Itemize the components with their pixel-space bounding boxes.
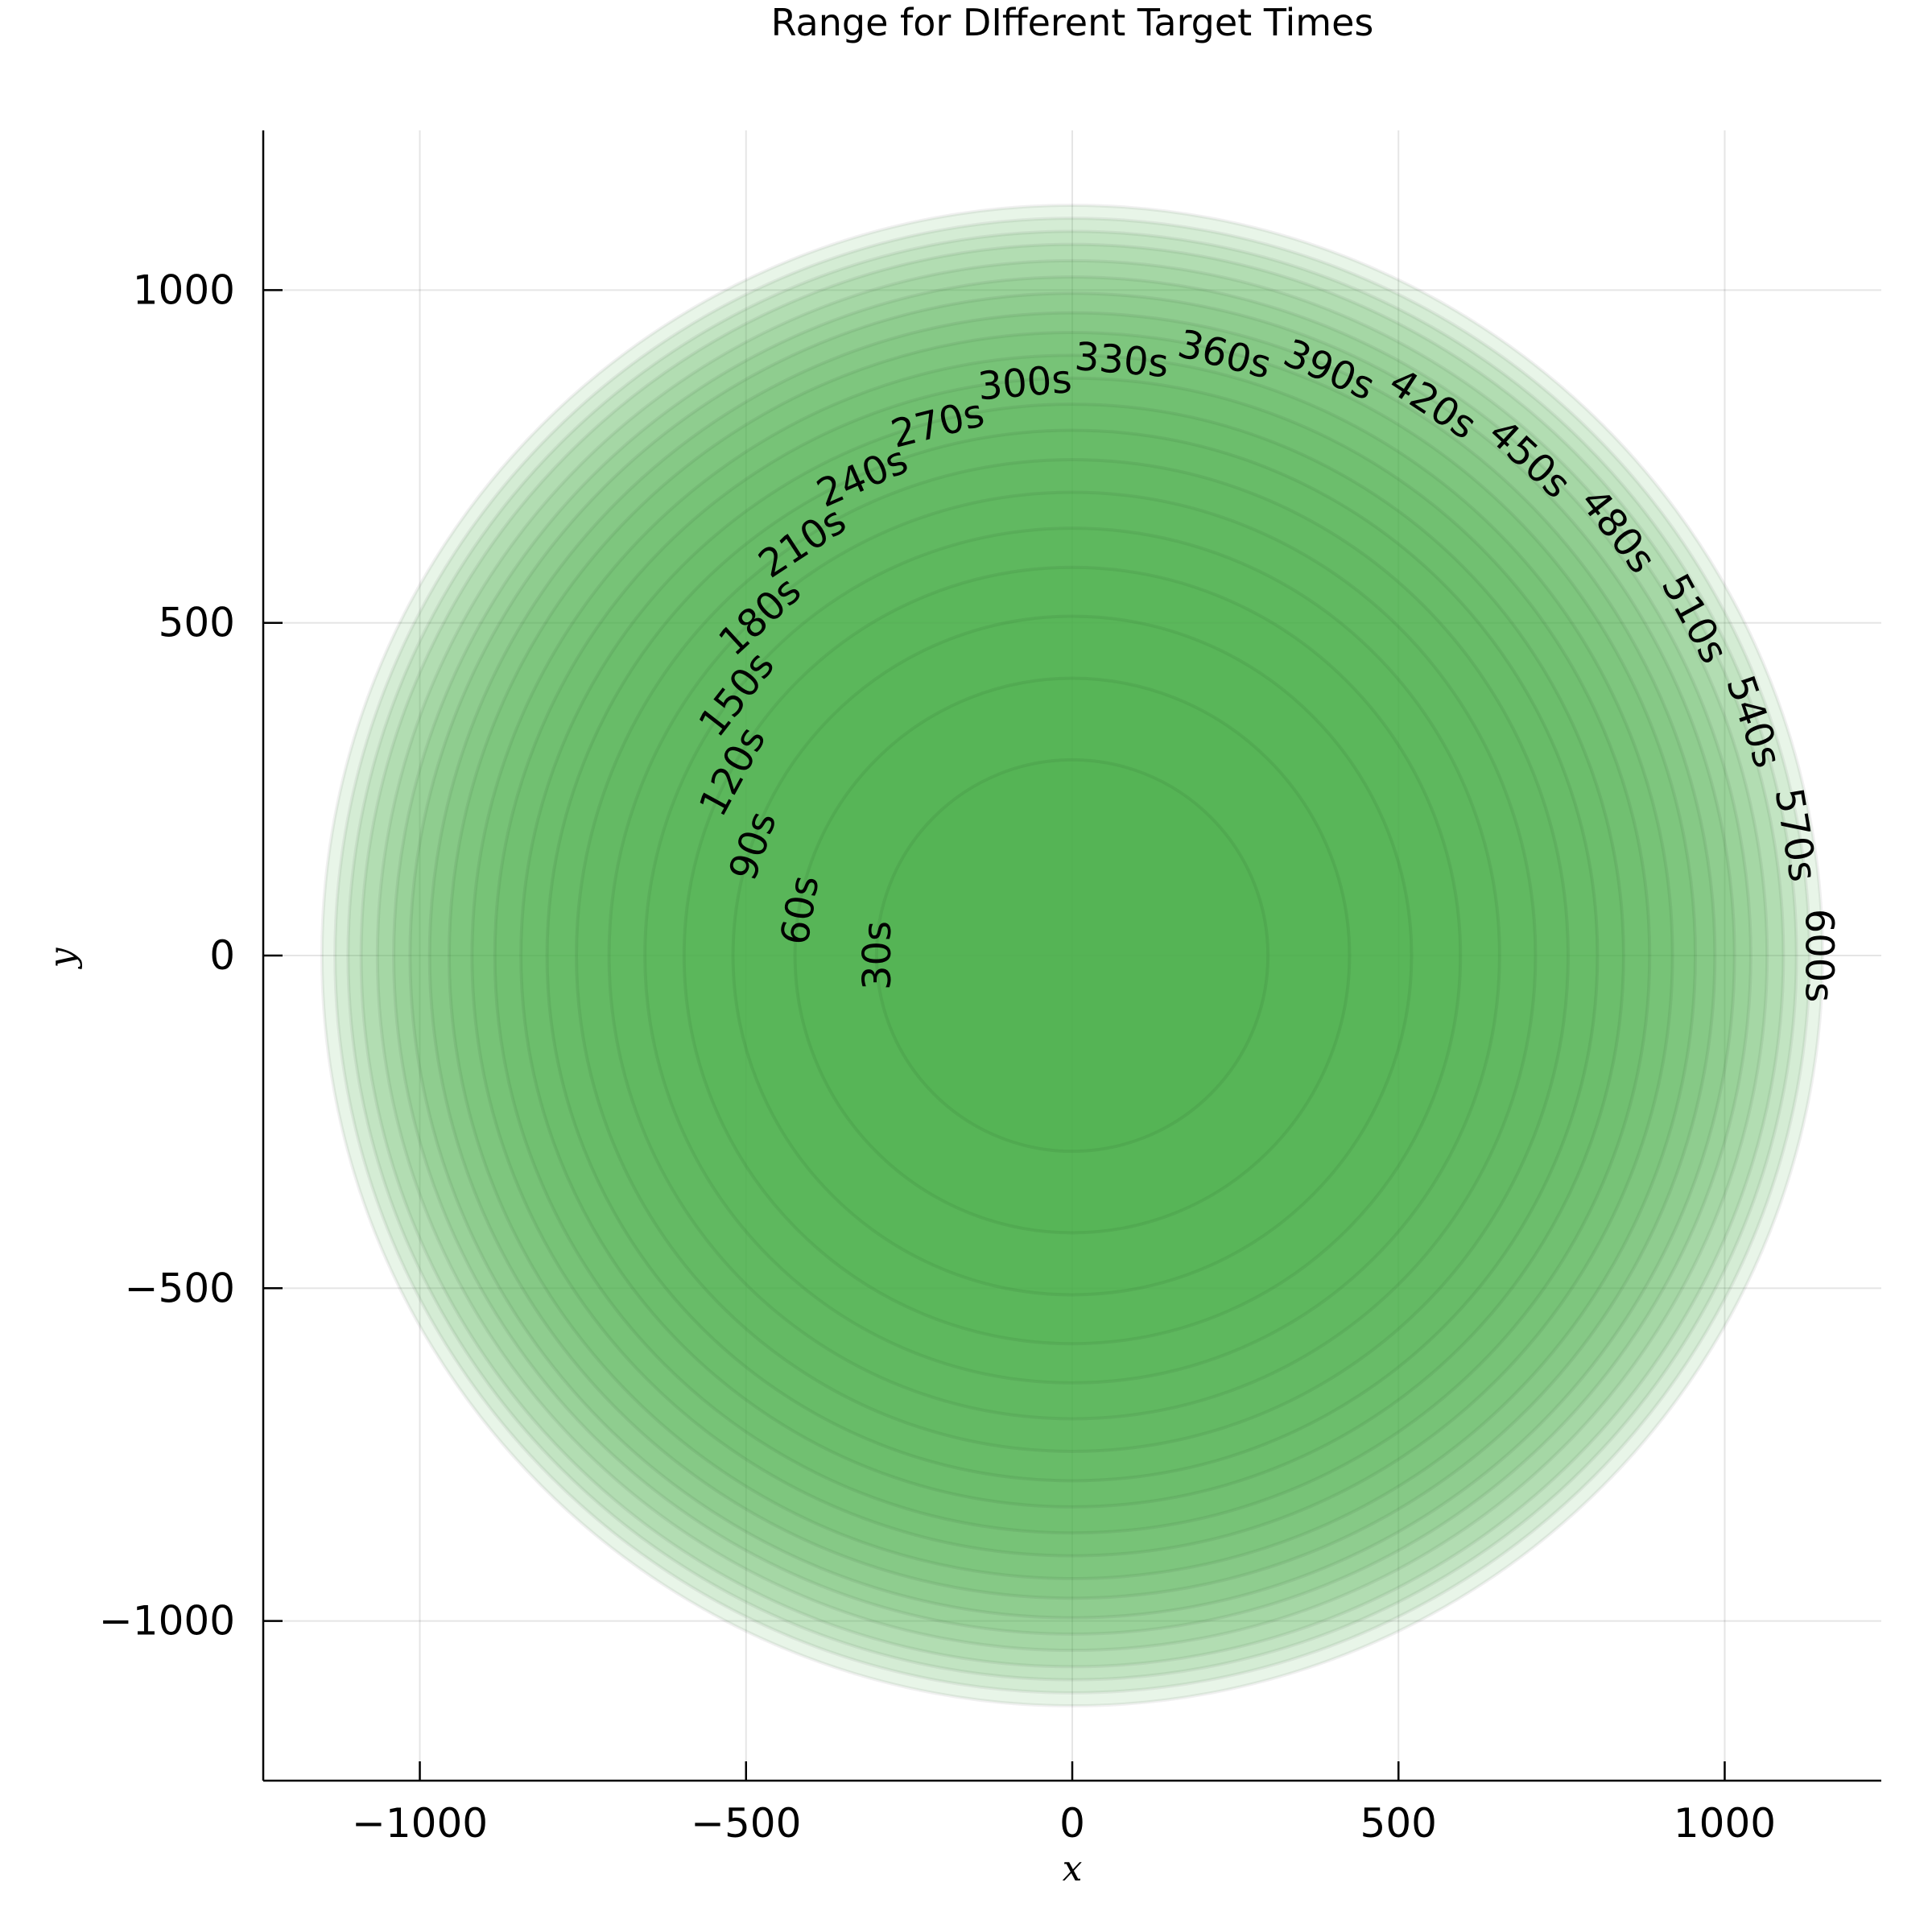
y-tick-label: −1000 <box>99 1598 235 1645</box>
range-ring-420s <box>408 291 1736 1620</box>
grid <box>263 130 1881 1781</box>
range-ring-240s <box>545 428 1600 1483</box>
range-ring-90s <box>731 614 1414 1297</box>
x-tick-label: −500 <box>691 1800 801 1847</box>
y-tick-label: 1000 <box>133 266 235 313</box>
range-ring-270s <box>519 402 1625 1509</box>
range-ring-150s <box>643 526 1501 1385</box>
range-ring-30s <box>874 758 1270 1154</box>
ring-label-330s: 330s <box>1073 334 1170 386</box>
range-ring-300s <box>493 376 1652 1535</box>
range-ring-120s <box>682 565 1463 1346</box>
range-ring-180s <box>607 490 1538 1421</box>
range-ring-600s <box>320 203 1825 1708</box>
range-ring-360s <box>447 330 1698 1581</box>
ring-label-300s: 300s <box>976 357 1074 409</box>
range-rings <box>320 203 1825 1708</box>
range-ring-480s <box>375 258 1769 1653</box>
axes <box>262 130 1881 1782</box>
x-tick-label: −1000 <box>352 1800 488 1847</box>
y-tick-label: 500 <box>159 600 235 646</box>
range-ring-390s <box>427 311 1717 1600</box>
range-ring-330s <box>470 353 1674 1558</box>
ring-label-600s: 600s <box>1796 909 1841 1003</box>
range-ring-210s <box>575 458 1570 1453</box>
y-axis-label: y <box>42 947 83 969</box>
x-tick-label: 0 <box>1059 1800 1085 1847</box>
range-ring-570s <box>333 217 1811 1695</box>
chart-title: Range for DIfferent Target Times <box>771 1 1374 44</box>
range-ring-540s <box>346 229 1798 1682</box>
range-ring-510s <box>359 242 1785 1669</box>
ring-label-30s: 30s <box>855 921 900 990</box>
x-tick-label: 500 <box>1360 1800 1437 1847</box>
y-tick-label: 0 <box>209 932 235 979</box>
x-axis-label: x <box>1063 1848 1083 1889</box>
ring-label-60s: 60s <box>772 873 828 948</box>
tick-labels: −1000 −500 0 500 1000 1000 500 0 −500 −1000 <box>99 266 1776 1847</box>
y-tick-label: −500 <box>125 1265 235 1311</box>
x-tick-label: 1000 <box>1674 1800 1776 1847</box>
range-ring-60s <box>793 676 1352 1235</box>
range-ring-450s <box>392 275 1752 1636</box>
